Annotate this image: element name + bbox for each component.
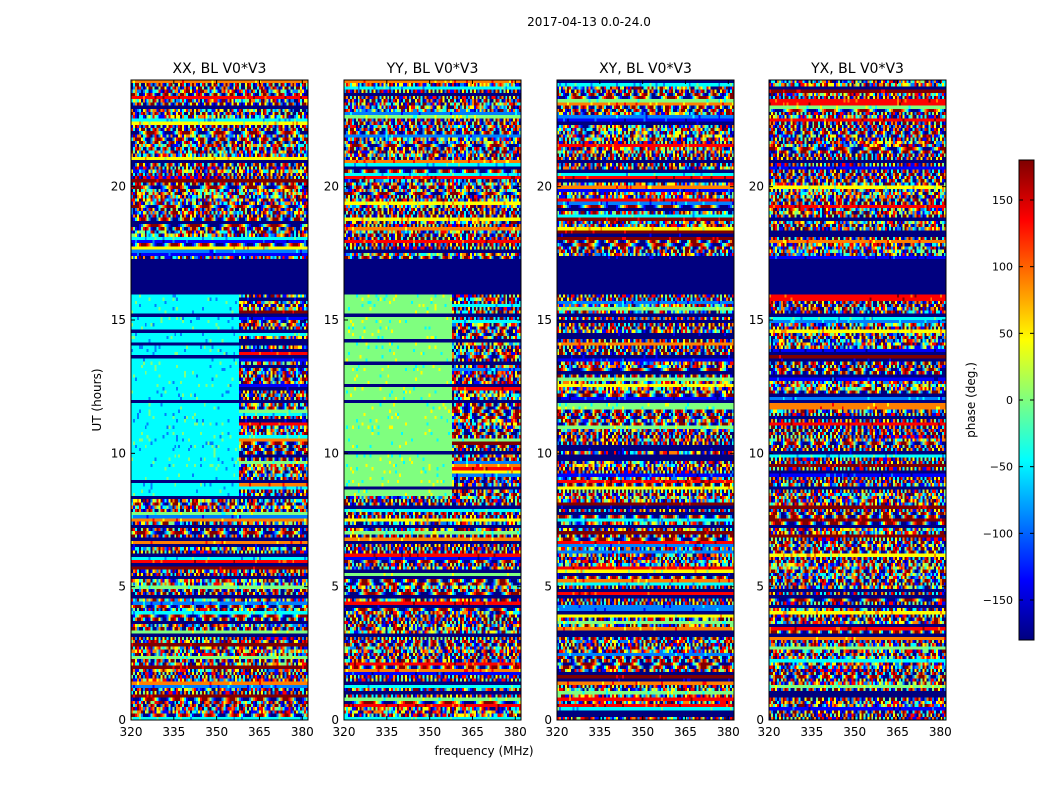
colorbar-tick-label: −150 (983, 594, 1013, 607)
x-tick-label: 350 (205, 725, 228, 739)
panel-yx: YX, BL V0*V3 320 335 350 365 380 0 5 10 15 20 (749, 61, 952, 739)
x-tick-label: 350 (418, 725, 441, 739)
x-tick-label: 320 (758, 725, 781, 739)
y-tick-label: 15 (537, 313, 552, 327)
x-axis-label: frequency (MHz) (434, 744, 533, 758)
x-tick-label: 320 (546, 725, 569, 739)
y-tick-label: 20 (111, 180, 126, 194)
x-tick-label: 350 (631, 725, 654, 739)
y-tick-label: 5 (756, 580, 764, 594)
x-tick-label: 365 (886, 725, 909, 739)
panel-title: XX, BL V0*V3 (173, 61, 267, 77)
colorbar-tick-label: 0 (1006, 394, 1013, 407)
panel-xx: XX, BL V0*V3 320 335 350 365 380 0 5 10 15 20 (111, 61, 314, 739)
x-tick-label: 380 (929, 725, 952, 739)
panel-title: YX, BL V0*V3 (810, 61, 904, 77)
x-tick-label: 320 (333, 725, 356, 739)
x-tick-label: 335 (588, 725, 611, 739)
y-tick-label: 0 (331, 713, 339, 727)
y-tick-label: 10 (537, 446, 552, 460)
figure-title: 2017-04-13 0.0-24.0 (527, 15, 651, 29)
x-tick-label: 335 (162, 725, 185, 739)
x-tick-label: 380 (717, 725, 740, 739)
y-axis-label: UT (hours) (90, 368, 104, 431)
x-tick-label: 320 (120, 725, 143, 739)
x-tick-label: 365 (461, 725, 484, 739)
y-tick-label: 10 (111, 446, 126, 460)
heatmap-yy (344, 80, 521, 720)
y-tick-label: 5 (331, 580, 339, 594)
figure: 2017-04-13 0.0-24.0 XX, BL V0*V3 320 335 35… (0, 0, 1050, 800)
y-tick-label: 10 (324, 446, 339, 460)
heatmap-yx (769, 80, 946, 720)
y-tick-label: 0 (118, 713, 126, 727)
heatmap-xx (131, 80, 308, 720)
colorbar-tick-label: 100 (992, 261, 1013, 274)
y-tick-label: 20 (324, 180, 339, 194)
x-tick-label: 365 (674, 725, 697, 739)
colorbar-label: phase (deg.) (964, 362, 978, 438)
y-tick-label: 20 (749, 180, 764, 194)
colorbar: 150 100 50 0 −50 −100 −150 (983, 160, 1034, 640)
colorbar-tick-label: −100 (983, 527, 1013, 540)
y-tick-label: 15 (749, 313, 764, 327)
y-tick-label: 5 (118, 580, 126, 594)
x-tick-label: 335 (800, 725, 823, 739)
y-tick-label: 15 (324, 313, 339, 327)
x-tick-label: 335 (375, 725, 398, 739)
y-tick-label: 20 (537, 180, 552, 194)
y-tick-label: 5 (544, 580, 552, 594)
x-tick-label: 350 (843, 725, 866, 739)
panel-yy: YY, BL V0*V3 320 335 350 365 380 0 5 10 15 20 (324, 61, 527, 739)
panel-title: YY, BL V0*V3 (386, 61, 479, 77)
heatmap-xy (557, 80, 734, 720)
x-tick-label: 365 (248, 725, 271, 739)
y-tick-label: 0 (756, 713, 764, 727)
colorbar-tick-label: −50 (990, 461, 1013, 474)
y-tick-label: 15 (111, 313, 126, 327)
colorbar-tick-label: 50 (999, 327, 1013, 340)
panel-xy: XY, BL V0*V3 320 335 350 365 380 0 5 10 15 20 (537, 61, 740, 739)
y-tick-label: 0 (544, 713, 552, 727)
x-tick-label: 380 (291, 725, 314, 739)
x-tick-label: 380 (504, 725, 527, 739)
y-tick-label: 10 (749, 446, 764, 460)
colorbar-tick-label: 150 (992, 194, 1013, 207)
panel-title: XY, BL V0*V3 (599, 61, 692, 77)
